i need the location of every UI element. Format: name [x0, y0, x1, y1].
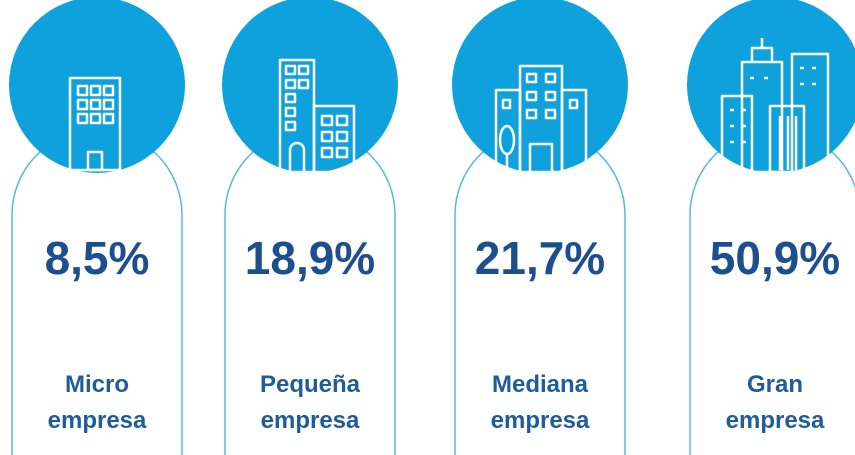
icon-circle: [687, 0, 855, 173]
card-label: Micro: [65, 371, 129, 398]
cards: 8,5% Micro empresa 18,9% Pequeña empresa 21,7%…: [9, 0, 855, 455]
card-label: Gran: [747, 371, 803, 398]
card-label: empresa: [48, 407, 147, 434]
card-label: Mediana: [492, 371, 589, 398]
icon-mediana: [494, 64, 588, 174]
icon-circle: [452, 0, 628, 173]
icon-micro: [68, 76, 122, 172]
icon-gran: [720, 38, 830, 174]
percentage: 8,5%: [45, 232, 150, 284]
card-label: Pequeña: [260, 371, 361, 398]
percentage: 21,7%: [475, 232, 605, 284]
card-label: empresa: [726, 407, 825, 434]
icon-pequena: [278, 58, 356, 174]
percentage: 50,9%: [710, 232, 840, 284]
card-label: empresa: [261, 407, 360, 434]
card-label: empresa: [491, 407, 590, 434]
percentage: 18,9%: [245, 232, 375, 284]
icon-circle: [222, 0, 398, 173]
